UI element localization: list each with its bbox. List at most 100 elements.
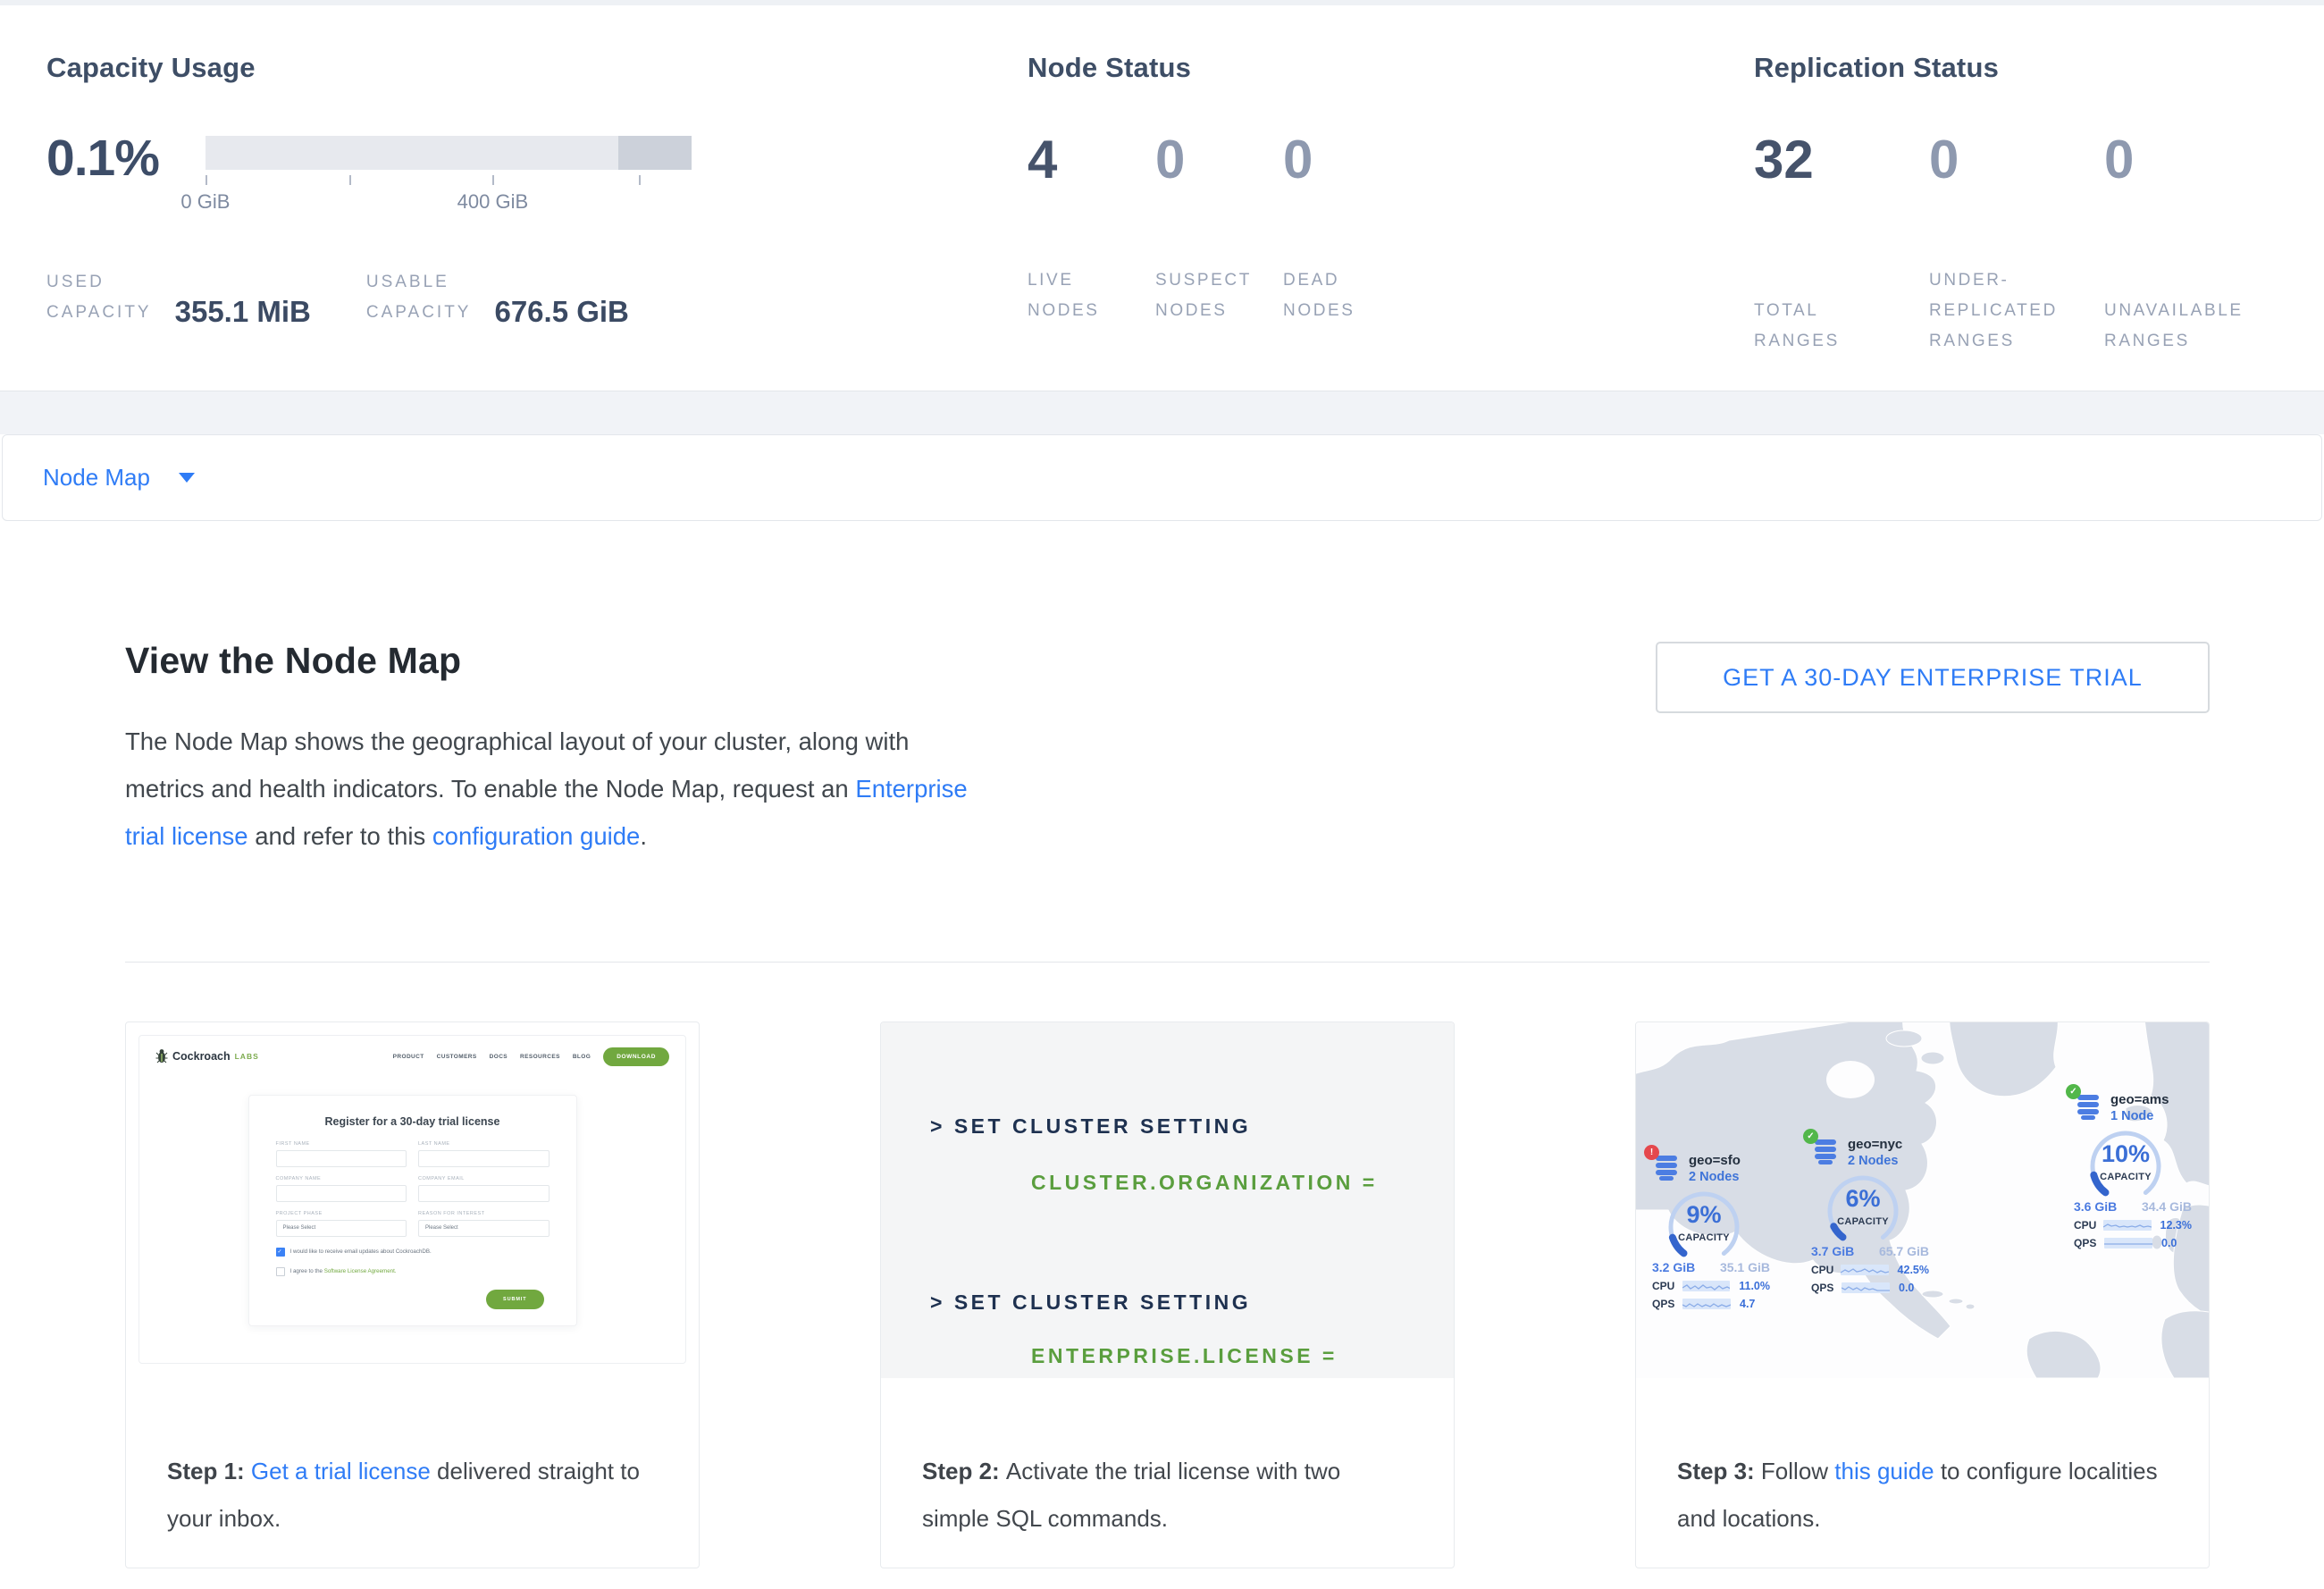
company-email-field[interactable] xyxy=(418,1184,550,1202)
capacity-bar-used-segment xyxy=(618,136,692,170)
nav-resources[interactable]: RESOURCES xyxy=(520,1053,560,1060)
qps-sparkline xyxy=(2104,1237,2152,1248)
intro-paragraph: The Node Map shows the geographical layo… xyxy=(125,718,987,860)
reason-select[interactable]: Please Select xyxy=(418,1219,550,1237)
under-replicated-ranges-value: 0 xyxy=(1929,130,1959,189)
suspect-nodes-value: 0 xyxy=(1155,130,1186,189)
step-1-card: Cockroach LABS PRODUCT CUSTOMERS DOCS RE… xyxy=(125,1021,700,1568)
capacity-bar-ticks xyxy=(205,175,692,188)
nav-blog[interactable]: BLOG xyxy=(572,1053,591,1060)
download-button[interactable]: DOWNLOAD xyxy=(603,1047,669,1066)
ok-badge-icon: ✓ xyxy=(1803,1128,1818,1144)
sql-line-3: > SET CLUSTER SETTING xyxy=(930,1290,1252,1314)
total-gib: 34.4 GiB xyxy=(2141,1198,2192,1214)
step-3-caption: Step 3: Follow this guide to configure l… xyxy=(1636,1401,2209,1543)
inline-link[interactable]: Enterprise trial license xyxy=(125,775,968,851)
first-name-label: FIRST NAME xyxy=(275,1140,310,1147)
nav-customers[interactable]: CUSTOMERS xyxy=(436,1053,477,1060)
text-segment: Step 1: xyxy=(167,1457,251,1484)
locality-node-count: 2 Nodes xyxy=(1689,1169,1740,1184)
cluster-summary-panel: Capacity Usage 0.1% 0 GiB 400 GiB xyxy=(0,5,2324,391)
locality-node-count: 1 Node xyxy=(2110,1108,2154,1123)
locality-widget-ams[interactable]: ✓ geo=ams 1 Node 10% CAPACITY xyxy=(2066,1083,2192,1249)
first-name-field[interactable] xyxy=(275,1149,407,1167)
cpu-value: 42.5% xyxy=(1897,1263,1929,1276)
step-1-image: Cockroach LABS PRODUCT CUSTOMERS DOCS RE… xyxy=(126,1022,699,1378)
capacity-percent: 9% xyxy=(1686,1200,1722,1228)
unavailable-ranges-label: UNAVAILABLE RANGES xyxy=(2104,301,2244,351)
capacity-usage-section: Capacity Usage 0.1% 0 GiB 400 GiB xyxy=(46,52,1028,391)
license-agreement-checkbox[interactable] xyxy=(275,1266,285,1276)
form-title: Register for a 30-day trial license xyxy=(324,1114,500,1128)
database-icon xyxy=(2077,1094,2099,1120)
section-gap xyxy=(0,391,2324,434)
sql-line-2: CLUSTER.ORGANIZATION = xyxy=(1031,1170,1378,1194)
step-2-caption: Step 2: Activate the trial license with … xyxy=(881,1401,1454,1543)
inline-link[interactable]: configuration guide xyxy=(432,822,641,851)
step-1-caption: Step 1: Get a trial license delivered st… xyxy=(126,1401,699,1543)
qps-label: QPS xyxy=(1652,1297,1675,1310)
project-phase-select[interactable]: Please Select xyxy=(275,1219,407,1237)
company-name-field[interactable] xyxy=(275,1184,407,1202)
capacity-gauge: 6% CAPACITY xyxy=(1825,1173,1900,1248)
node-status-title: Node Status xyxy=(1028,52,1192,83)
node-map-dropdown-label[interactable]: Node Map xyxy=(43,464,150,491)
node-map-dropdown[interactable]: Node Map xyxy=(2,434,2322,521)
suspect-nodes-label: SUSPECT NODES xyxy=(1155,271,1252,321)
locality-widget-sfo[interactable]: ! geo=sfo 2 Nodes 9% CAPACITY xyxy=(1644,1144,1770,1310)
last-name-field[interactable] xyxy=(418,1149,550,1167)
locality-name: geo=sfo xyxy=(1689,1152,1741,1168)
text-segment: . xyxy=(640,822,647,851)
enterprise-trial-button[interactable]: GET A 30-DAY ENTERPRISE TRIAL xyxy=(1656,642,2210,713)
usable-capacity-label: USABLE CAPACITY xyxy=(365,273,472,323)
license-agreement-link[interactable]: Software License Agreement. xyxy=(323,1268,397,1275)
email-updates-checkbox[interactable] xyxy=(275,1247,285,1257)
error-badge-icon: ! xyxy=(1644,1144,1659,1160)
cpu-sparkline xyxy=(1682,1280,1731,1291)
qps-label: QPS xyxy=(1811,1281,1834,1294)
inline-link[interactable]: this guide xyxy=(1834,1457,1934,1484)
qps-sparkline xyxy=(1682,1298,1731,1309)
inline-link[interactable]: Get a trial license xyxy=(250,1457,431,1484)
qps-value: 0.0 xyxy=(1899,1281,1915,1294)
capacity-gauge: 9% CAPACITY xyxy=(1666,1190,1741,1264)
section-divider xyxy=(125,961,2210,963)
capacity-bar-chart: 0 GiB 400 GiB xyxy=(180,133,692,215)
sql-line-1: > SET CLUSTER SETTING xyxy=(930,1114,1252,1138)
chevron-down-icon[interactable] xyxy=(178,473,195,483)
submit-button[interactable]: SUBMIT xyxy=(486,1289,544,1309)
nav-product[interactable]: PRODUCT xyxy=(392,1053,424,1060)
locality-name: geo=ams xyxy=(2110,1091,2169,1107)
used-capacity-value: 355.1 MiB xyxy=(174,295,311,329)
nav-docs[interactable]: DOCS xyxy=(489,1053,508,1060)
tick-label-400: 400 GiB xyxy=(457,190,529,213)
trial-license-form: Register for a 30-day trial license FIRS… xyxy=(248,1094,577,1326)
used-gib: 3.6 GiB xyxy=(2074,1198,2118,1214)
replication-status-section: Replication Status 32 0 0 TOTAL RANGES UN… xyxy=(1754,52,2324,391)
cpu-sparkline xyxy=(2103,1219,2152,1231)
locality-widget-nyc[interactable]: ✓ geo=nyc 2 Nodes 6% CAPACITY xyxy=(1803,1128,1929,1294)
text-segment: and refer to this xyxy=(248,822,432,851)
company-name-label: COMPANY NAME xyxy=(275,1175,322,1181)
world-map xyxy=(1636,1022,2209,1378)
cpu-value: 11.0% xyxy=(1739,1279,1770,1292)
unavailable-ranges-value: 0 xyxy=(2104,130,2135,189)
used-gib: 3.2 GiB xyxy=(1652,1259,1696,1274)
top-edge-strip xyxy=(0,0,2324,5)
qps-value: 4.7 xyxy=(1740,1297,1756,1310)
email-updates-label: I would like to receive email updates ab… xyxy=(289,1248,432,1256)
cpu-value: 12.3% xyxy=(2160,1218,2192,1232)
node-status-section: Node Status 4 0 0 LIVE NODES SUSPECT NODES… xyxy=(1028,52,1754,391)
sql-line-4: ENTERPRISE.LICENSE = xyxy=(1031,1343,1338,1367)
node-map-empty-state: View the Node Map The Node Map shows the… xyxy=(0,640,2324,1568)
step-3-card: ! geo=sfo 2 Nodes 9% CAPACITY xyxy=(1635,1021,2210,1568)
qps-sparkline xyxy=(1842,1282,1890,1293)
text-segment: delivered straight to your inbox. xyxy=(167,1457,640,1532)
live-nodes-value: 4 xyxy=(1028,130,1058,189)
company-email-label: COMPANY EMAIL xyxy=(418,1175,465,1181)
used-gib: 3.7 GiB xyxy=(1811,1243,1855,1258)
capacity-label: CAPACITY xyxy=(1837,1215,1889,1227)
registration-page-screenshot: Cockroach LABS PRODUCT CUSTOMERS DOCS RE… xyxy=(138,1034,686,1364)
cpu-sparkline xyxy=(1841,1264,1889,1275)
total-gib: 35.1 GiB xyxy=(1719,1259,1770,1274)
